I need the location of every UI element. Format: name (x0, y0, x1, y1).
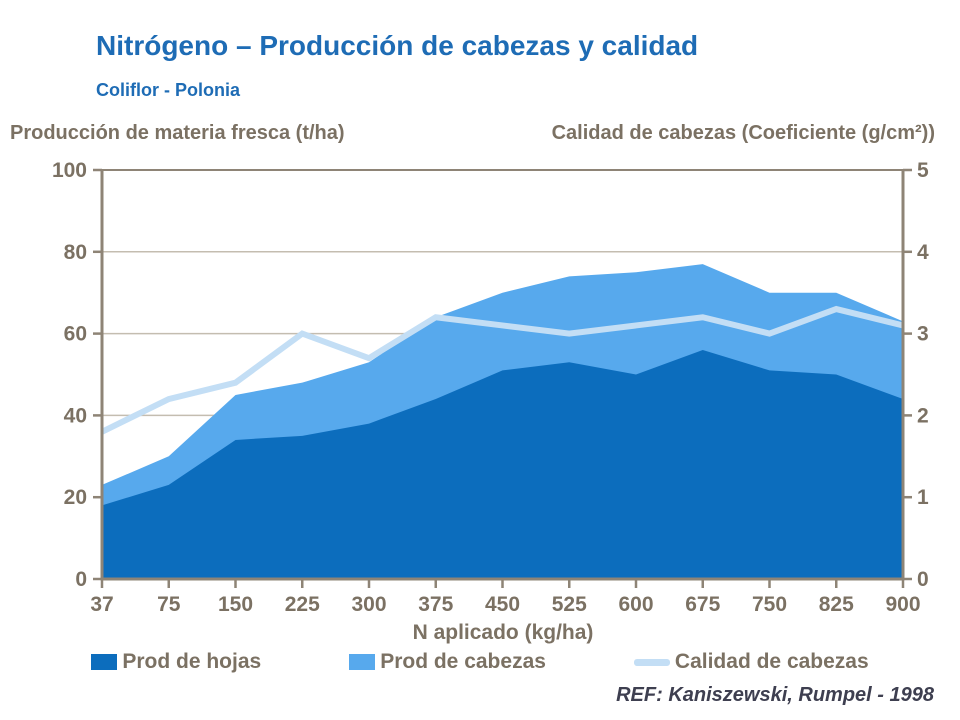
right-axis-tick-label: 0 (917, 568, 929, 591)
left-axis-tick-label: 40 (64, 404, 87, 427)
legend-label-calidad-de-cabezas: Calidad de cabezas (674, 650, 869, 673)
left-axis-tick-label: 20 (64, 486, 87, 509)
left-axis-title: Producción de materia fresca (t/ha) (10, 122, 345, 144)
left-axis-tick-label: 0 (75, 568, 87, 591)
x-axis-tick-label: 675 (685, 593, 720, 616)
legend-label-prod-de-cabezas: Prod de cabezas (380, 650, 546, 673)
legend-marker-calidad-de-cabezas-icon (633, 658, 670, 666)
x-axis-tick-label: 450 (485, 593, 520, 616)
x-axis-tick-label: 75 (157, 593, 181, 616)
x-axis-tick-label: 525 (552, 593, 587, 616)
legend-item-prod-de-hojas: Prod de hojas (91, 650, 261, 674)
x-axis-tick-label: 150 (218, 593, 253, 616)
line-calidad-de-cabezas (100, 305, 904, 435)
legend-marker-prod-de-hojas-icon (91, 654, 118, 670)
area-prod-de-hojas (102, 349, 903, 579)
right-axis-tick-label: 5 (917, 159, 929, 182)
x-axis-title: N aplicado (kg/ha) (412, 621, 594, 644)
right-axis-tick-label: 1 (917, 486, 929, 509)
x-axis-tick-label: 825 (819, 593, 854, 616)
x-axis-tick-label: 300 (351, 593, 386, 616)
reference-text: REF: Kaniszewski, Rumpel - 1998 (616, 684, 934, 706)
legend-item-prod-de-cabezas: Prod de cabezas (349, 650, 546, 674)
right-axis-tick-label: 4 (917, 241, 929, 264)
x-axis-tick-label: 600 (618, 593, 653, 616)
left-axis-tick-label: 80 (64, 241, 87, 264)
left-axis-tick-label: 60 (64, 323, 87, 346)
x-axis-tick-label: 225 (285, 593, 320, 616)
x-axis-tick-label: 375 (418, 593, 453, 616)
page-title: Nitrógeno – Producción de cabezas y cali… (96, 30, 699, 61)
right-axis-tick-label: 2 (917, 404, 929, 427)
x-axis-tick-label: 900 (885, 593, 920, 616)
chart-legend: Prod de hojas Prod de cabezas Calidad de… (0, 650, 960, 674)
page-subtitle: Coliflor - Polonia (96, 80, 240, 100)
legend-marker-prod-de-cabezas-icon (349, 654, 376, 670)
left-axis-tick-label: 100 (52, 159, 87, 182)
legend-label-prod-de-hojas: Prod de hojas (122, 650, 262, 673)
legend-item-calidad-de-cabezas: Calidad de cabezas (633, 650, 869, 674)
right-axis-title: Calidad de cabezas (Coeficiente (g/cm²)) (551, 122, 935, 144)
x-axis-tick-label: 37 (90, 593, 113, 616)
right-axis-tick-label: 3 (917, 323, 929, 346)
x-axis-tick-label: 750 (752, 593, 787, 616)
